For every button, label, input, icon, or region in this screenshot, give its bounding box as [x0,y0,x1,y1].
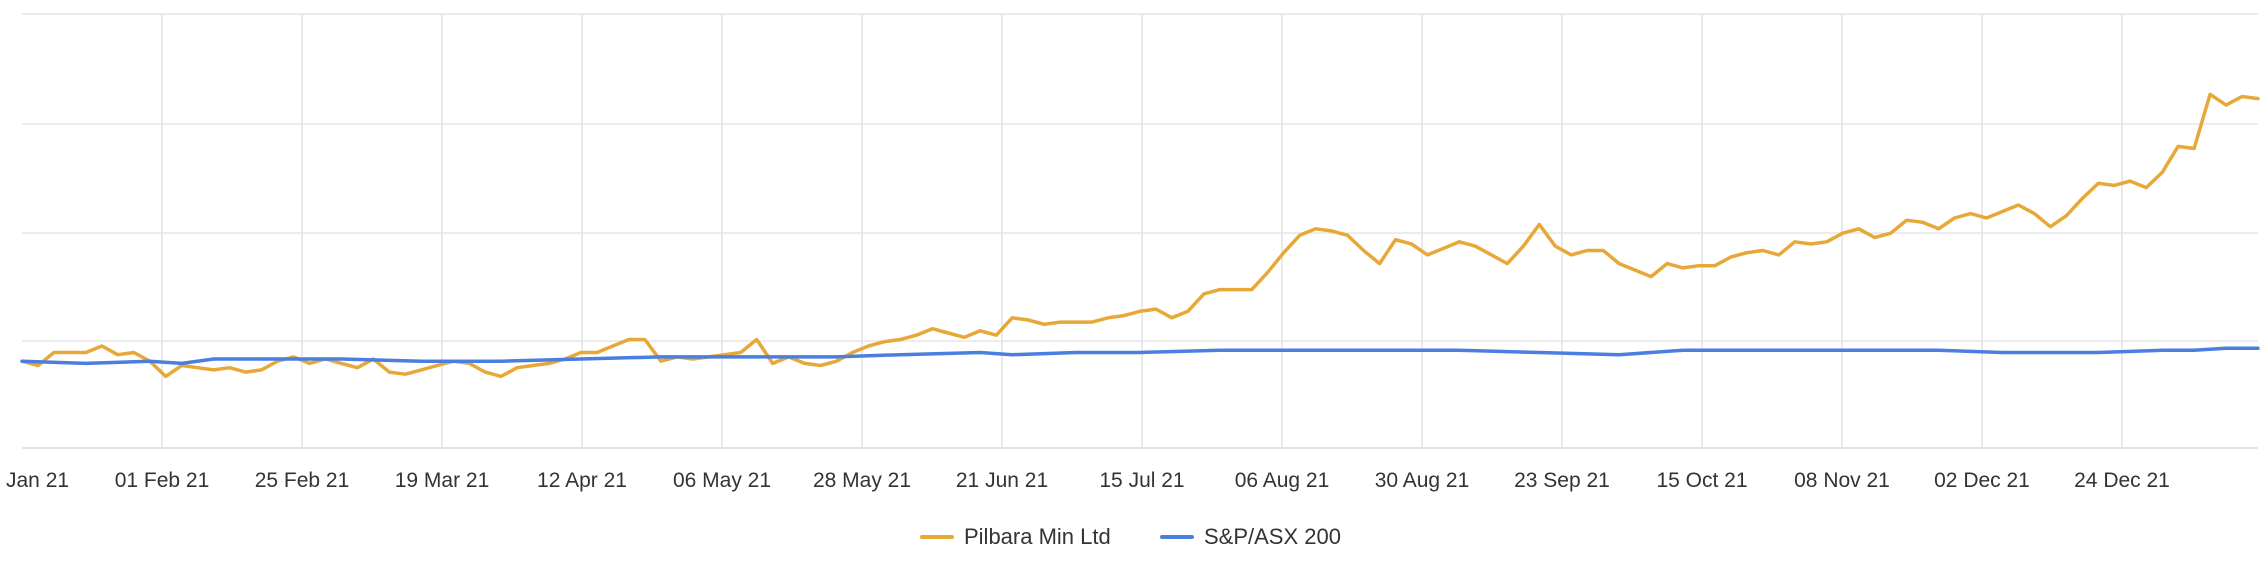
x-tick-label: 23 Sep 21 [1514,469,1610,492]
legend-label: Pilbara Min Ltd [964,524,1111,549]
x-tick-label: 06 Aug 21 [1235,469,1330,492]
x-tick-label: 02 Dec 21 [1934,469,2030,492]
x-tick-label: 08 Nov 21 [1794,469,1890,492]
series-line-pilbara [20,92,2260,379]
x-tick-label: Jan 21 [6,469,69,492]
legend-label: S&P/ASX 200 [1204,524,1341,549]
x-tick-label: 15 Jul 21 [1099,469,1184,492]
grid-layer [22,13,2258,449]
x-tick-label: 25 Feb 21 [255,469,350,492]
x-tick-label: 19 Mar 21 [395,469,490,492]
series-line-asx200 [20,346,2260,366]
x-tick-label: 28 May 21 [813,469,911,492]
legend-item-asx200[interactable]: S&P/ASX 200 [1160,524,1341,549]
legend[interactable]: Pilbara Min Ltd S&P/ASX 200 [920,524,1341,549]
series-layer [20,92,2260,379]
x-tick-label: 30 Aug 21 [1375,469,1470,492]
x-tick-label: 06 May 21 [673,469,771,492]
x-tick-label: 24 Dec 21 [2074,469,2170,492]
x-axis-ticks: Jan 21 01 Feb 21 25 Feb 21 19 Mar 21 12 Apr … [6,469,2170,492]
x-tick-label: 01 Feb 21 [115,469,210,492]
x-tick-label: 12 Apr 21 [537,469,627,492]
legend-item-pilbara[interactable]: Pilbara Min Ltd [920,524,1111,549]
x-tick-label: 21 Jun 21 [956,469,1048,492]
x-tick-label: 15 Oct 21 [1656,469,1747,492]
